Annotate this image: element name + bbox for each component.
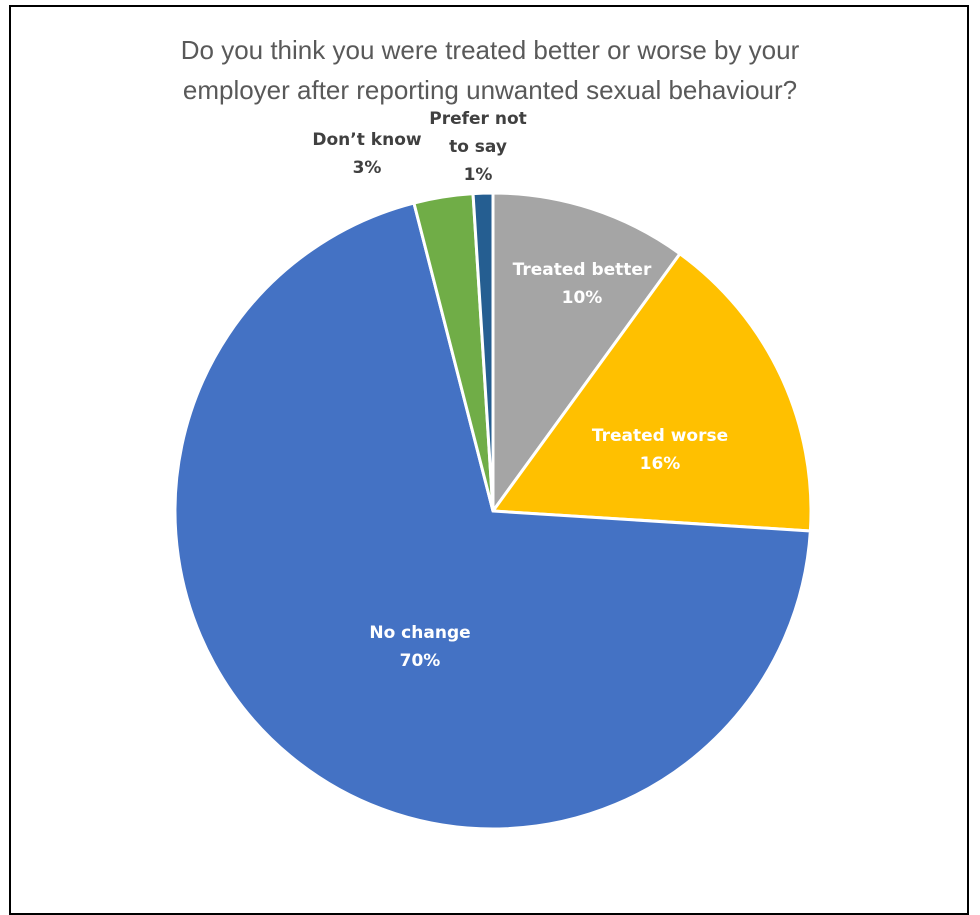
pie-slice-4 xyxy=(471,191,495,512)
chart-title: Do you think you were treated better or … xyxy=(0,30,980,110)
pie-slice-0 xyxy=(491,191,683,516)
slice-label-3: Don’t know 3% xyxy=(312,130,421,178)
slice-label-4: Prefer not to say 1% xyxy=(429,109,527,185)
chart-title-line-1: Do you think you were treated better or … xyxy=(180,35,800,65)
slice-label-0: Treated better 10% xyxy=(513,260,652,308)
pie-slice-1 xyxy=(490,251,813,533)
slice-label-2: No change 70% xyxy=(369,623,470,671)
chart-title-line-2: employer after reporting unwanted sexual… xyxy=(182,75,798,105)
pie-slice-2 xyxy=(173,201,812,831)
slice-label-1: Treated worse 16% xyxy=(592,426,728,474)
